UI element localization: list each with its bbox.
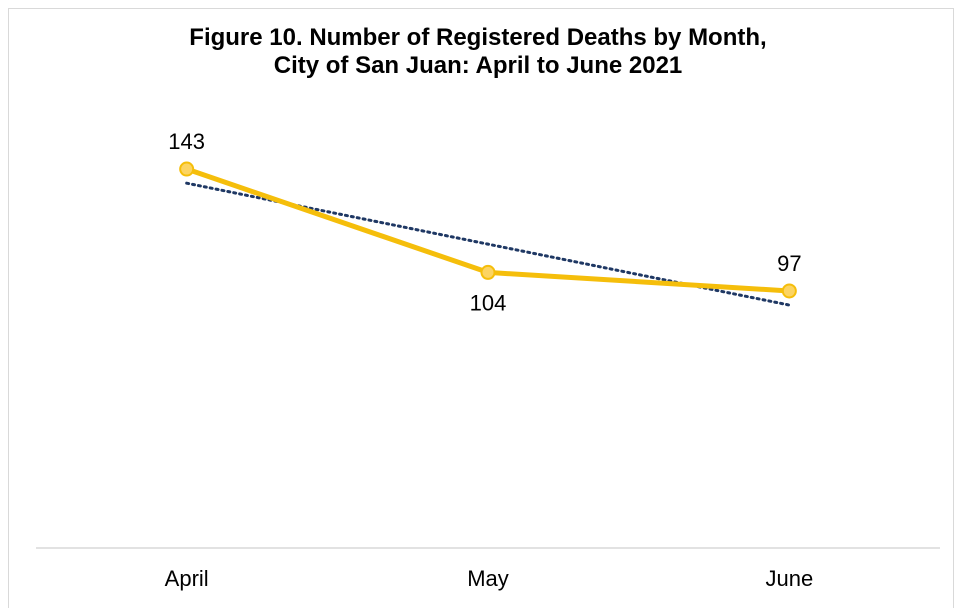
data-point	[480, 264, 496, 280]
data-label: 104	[470, 290, 507, 315]
data-point	[781, 283, 797, 299]
chart-frame	[8, 8, 954, 608]
data-point	[179, 161, 195, 177]
chart-title: Figure 10. Number of Registered Deaths b…	[0, 24, 956, 80]
data-label: 97	[777, 251, 801, 276]
x-tick-label: April	[165, 566, 209, 591]
x-tick-label: May	[467, 566, 509, 591]
x-tick-label: June	[765, 566, 813, 591]
chart-title-line-2: City of San Juan: April to June 2021	[273, 52, 683, 79]
data-label: 143	[168, 129, 205, 154]
chart-title-line-1: Figure 10. Number of Registered Deaths b…	[189, 24, 767, 51]
